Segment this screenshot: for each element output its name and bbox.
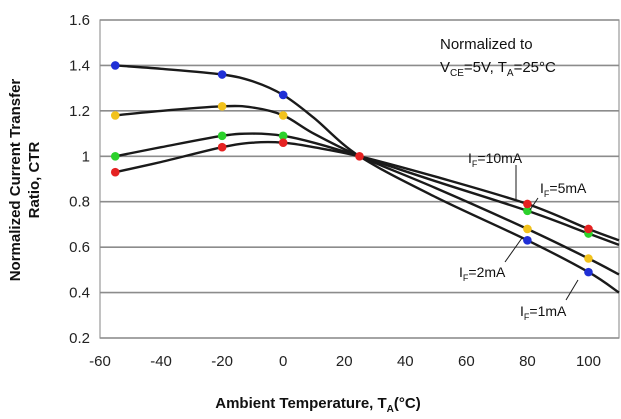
tick-layer: 0.2 0.4 0.6 0.8 1 1.2 1.4 1.6 -60 -40 -20 0 20 40 60 80… xyxy=(69,12,601,370)
label-1ma-rest: =1mA xyxy=(529,303,567,319)
leader-1ma xyxy=(565,279,579,301)
note-line-1: Normalized to xyxy=(440,36,533,53)
label-5ma-main: I xyxy=(540,180,544,196)
note-v-rest: =5V, T xyxy=(464,59,507,76)
label-5ma-sub: F xyxy=(544,189,550,199)
note-v: V xyxy=(440,59,450,76)
series-label-5ma: IF=5mA xyxy=(540,180,587,199)
data-point-2mA xyxy=(110,111,120,120)
curve-layer xyxy=(115,64,620,294)
data-point-2mA xyxy=(584,254,593,263)
y-tick-label: 1.6 xyxy=(69,12,90,29)
x-tick-label: 0 xyxy=(279,353,287,370)
y-tick-label: 1.2 xyxy=(69,103,90,120)
data-point-2mA xyxy=(523,224,532,234)
data-point-5mA xyxy=(523,206,532,216)
x-tick-label: 60 xyxy=(458,353,475,370)
data-point-5mA xyxy=(217,131,227,141)
x-axis-title-main: Ambient Temperature, T xyxy=(215,395,386,412)
data-point-10mA xyxy=(278,138,288,147)
y-tick-label: 0.6 xyxy=(69,239,90,256)
note-v-sub: CE xyxy=(450,68,464,79)
data-point-10mA xyxy=(523,199,532,209)
x-tick-label: -60 xyxy=(89,353,111,370)
x-tick-label: 80 xyxy=(519,353,536,370)
y-tick-label: 0.2 xyxy=(69,330,90,347)
note-line-2: VCE=5V, TA=25°C xyxy=(440,59,556,79)
data-point-1mA xyxy=(278,90,288,100)
x-tick-label: 40 xyxy=(397,353,414,370)
data-point-normalization xyxy=(355,151,364,161)
y-axis-title-line-1: Normalized Current Transfer xyxy=(7,79,24,282)
note-t-sub: A xyxy=(507,68,514,79)
data-point-10mA xyxy=(584,224,593,234)
x-tick-label: 20 xyxy=(336,353,353,370)
x-axis-title: Ambient Temperature, TA(°C) xyxy=(215,395,420,415)
data-point-1mA xyxy=(110,61,120,70)
y-tick-label: 0.8 xyxy=(69,194,90,211)
note-t-rest: =25°C xyxy=(514,59,556,76)
label-1ma-main: I xyxy=(520,303,524,319)
label-5ma-rest: =5mA xyxy=(549,180,587,196)
marker-layer xyxy=(110,61,593,277)
data-point-1mA xyxy=(523,236,532,245)
y-axis-title: Normalized Current Transfer Ratio, CTR xyxy=(7,79,43,282)
label-2ma-rest: =2mA xyxy=(468,264,506,280)
leader-2ma xyxy=(504,237,523,263)
leader-5ma xyxy=(529,197,539,211)
series-line-5mA xyxy=(115,132,620,247)
x-axis-title-unit: (°C) xyxy=(394,395,421,412)
label-2ma-main: I xyxy=(459,264,463,280)
label-10ma-rest: =10mA xyxy=(477,150,522,166)
series-label-10ma: IF=10mA xyxy=(468,150,523,169)
label-1ma-sub: F xyxy=(524,312,530,322)
x-tick-label: 100 xyxy=(576,353,601,370)
y-tick-label: 0.4 xyxy=(69,285,90,302)
data-point-10mA xyxy=(217,142,227,152)
series-labels: IF=10mA IF=5mA IF=2mA IF=1mA xyxy=(459,150,587,322)
data-point-5mA xyxy=(278,131,288,141)
data-point-10mA xyxy=(110,167,120,177)
y-tick-label: 1.4 xyxy=(69,57,90,74)
data-point-1mA xyxy=(584,267,593,277)
x-tick-label: -40 xyxy=(150,353,172,370)
series-line-2mA xyxy=(115,104,620,276)
series-line-10mA xyxy=(115,140,620,242)
x-axis-title-sub: A xyxy=(387,404,394,415)
y-axis-title-line-2: Ratio, CTR xyxy=(26,142,43,219)
data-point-5mA xyxy=(110,151,120,161)
series-label-2ma: IF=2mA xyxy=(459,264,506,283)
normalization-note: Normalized to VCE=5V, TA=25°C xyxy=(440,36,556,79)
x-tick-label: -20 xyxy=(211,353,233,370)
data-point-1mA xyxy=(217,70,227,79)
series-label-1ma: IF=1mA xyxy=(520,303,567,322)
data-point-2mA xyxy=(217,102,227,111)
y-tick-label: 1 xyxy=(82,148,90,165)
label-10ma-main: I xyxy=(468,150,472,166)
label-2ma-sub: F xyxy=(463,273,469,283)
label-10ma-sub: F xyxy=(472,159,478,169)
data-point-2mA xyxy=(278,111,288,120)
series-line-1mA xyxy=(115,64,620,294)
